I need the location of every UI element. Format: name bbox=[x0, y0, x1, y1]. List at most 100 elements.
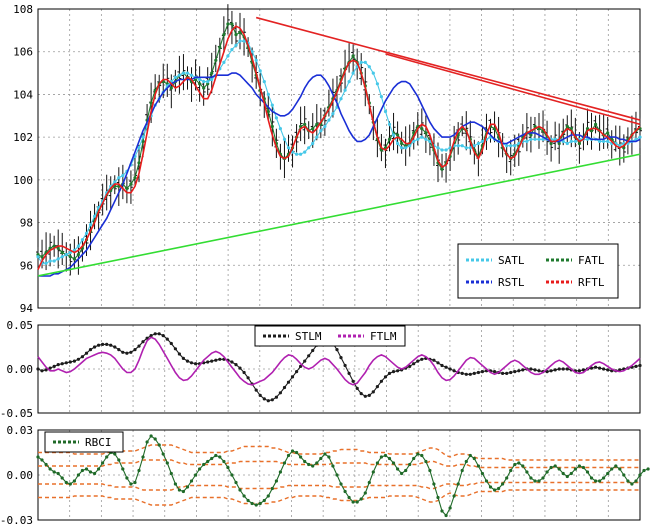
stlm-point bbox=[242, 370, 246, 375]
stlm-point bbox=[391, 370, 396, 374]
satl-point bbox=[250, 50, 254, 54]
rbci-point bbox=[299, 455, 303, 459]
rbci-point bbox=[254, 503, 258, 507]
fatl-point bbox=[351, 54, 355, 58]
stlm-point bbox=[185, 359, 190, 363]
stlm-point bbox=[351, 379, 355, 383]
satl-point bbox=[428, 139, 432, 143]
stlm-point bbox=[214, 358, 218, 362]
rbci-point bbox=[513, 462, 517, 467]
rbci-point bbox=[424, 459, 428, 464]
satl-point bbox=[363, 60, 367, 64]
rbci-point bbox=[121, 467, 125, 471]
rbci-point bbox=[274, 479, 278, 483]
rbci-point bbox=[529, 476, 533, 480]
stlm-point bbox=[101, 342, 105, 346]
stlm-point bbox=[60, 362, 64, 366]
satl-point bbox=[295, 152, 299, 156]
rbci-point bbox=[557, 467, 561, 471]
rbci-point bbox=[125, 476, 129, 480]
stlm-point bbox=[448, 367, 452, 371]
fatl-point bbox=[210, 71, 214, 75]
stlm-point bbox=[194, 362, 198, 366]
price-ytick-label: 104 bbox=[13, 88, 33, 101]
stlm-point bbox=[371, 390, 375, 394]
stlm-point bbox=[93, 345, 97, 349]
rbci-point bbox=[145, 440, 149, 444]
satl-point bbox=[270, 103, 274, 107]
rbci-point bbox=[371, 470, 375, 474]
stlm-point bbox=[561, 367, 565, 371]
rbci-point bbox=[452, 494, 456, 498]
rbci-point bbox=[355, 500, 359, 504]
rbci-point bbox=[101, 461, 105, 465]
rbci-point bbox=[80, 468, 84, 473]
stlm-point bbox=[141, 340, 145, 344]
rbci-point bbox=[464, 459, 468, 464]
rbci-bands bbox=[38, 444, 640, 506]
satl-point bbox=[60, 255, 64, 259]
stlm-point bbox=[230, 360, 234, 364]
rbci-legend-box bbox=[44, 431, 124, 453]
rbci-point bbox=[331, 464, 335, 468]
fatl-point bbox=[594, 122, 598, 126]
rbci-point bbox=[307, 462, 311, 467]
stlm-point bbox=[125, 351, 129, 355]
rbci-ytick-label: -0.03 bbox=[0, 514, 33, 527]
rbci-point bbox=[391, 461, 396, 465]
satl-point bbox=[222, 60, 226, 64]
rbci-point bbox=[468, 453, 472, 458]
stlm-point bbox=[533, 368, 537, 372]
stlm-legend-label: STLM bbox=[295, 330, 322, 343]
stlm-point bbox=[97, 343, 101, 347]
stlm-point bbox=[238, 366, 242, 370]
satl-point bbox=[93, 214, 97, 218]
rbci-point bbox=[404, 468, 408, 473]
fatl-point bbox=[565, 124, 569, 129]
stlm-point bbox=[553, 368, 557, 372]
stlm-point bbox=[537, 369, 541, 373]
fatl-point bbox=[72, 257, 76, 261]
stlm-point bbox=[56, 363, 60, 367]
rbci-point bbox=[141, 455, 145, 459]
rbci-point bbox=[412, 456, 416, 461]
rbci-point bbox=[594, 479, 598, 483]
rbci-point bbox=[157, 443, 161, 447]
stlm-point bbox=[505, 371, 509, 375]
rbci-point bbox=[185, 485, 190, 489]
satl-point bbox=[537, 137, 541, 141]
satl-point bbox=[266, 92, 270, 96]
stlm-point bbox=[517, 369, 521, 373]
rbci-point bbox=[456, 482, 460, 486]
rbci-point bbox=[598, 479, 602, 483]
satl-series-line bbox=[37, 40, 641, 264]
satl-point bbox=[476, 141, 480, 146]
stlm-point bbox=[480, 370, 484, 374]
rbci-point bbox=[626, 479, 630, 483]
satl-point bbox=[513, 144, 517, 148]
satl-point bbox=[400, 146, 404, 150]
fatl-point bbox=[169, 86, 173, 90]
stlm-point bbox=[210, 359, 214, 363]
satl-point bbox=[181, 71, 185, 75]
stlm-point bbox=[153, 332, 157, 336]
rbci-point bbox=[432, 482, 436, 486]
rbci-point bbox=[573, 467, 578, 471]
fatl-point bbox=[529, 133, 533, 137]
fatl-point bbox=[440, 167, 444, 171]
stlm-point bbox=[137, 344, 141, 348]
satl-point bbox=[327, 118, 331, 122]
satl-point bbox=[343, 88, 347, 92]
satl-point bbox=[64, 253, 68, 257]
rbci-legend-label: RBCI bbox=[85, 436, 112, 449]
stlm-point bbox=[501, 371, 505, 375]
rbci-ytick-label: 0.03 bbox=[7, 424, 34, 437]
rbci-point bbox=[60, 476, 64, 480]
rbci-point bbox=[230, 473, 234, 477]
rbci-point bbox=[169, 471, 173, 476]
rbci-point bbox=[375, 461, 379, 465]
satl-point bbox=[44, 261, 48, 265]
satl-point bbox=[351, 71, 355, 75]
stlm-point bbox=[218, 357, 222, 361]
rbci-point bbox=[444, 513, 448, 518]
